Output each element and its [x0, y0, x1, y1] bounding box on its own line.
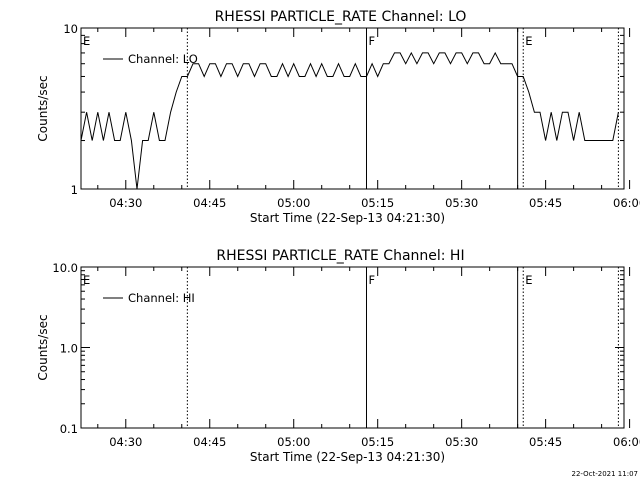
annotation-label: F — [368, 273, 375, 287]
x-axis-label: Start Time (22-Sep-13 04:21:30) — [250, 211, 445, 225]
x-tick-label: 06:00 — [613, 435, 640, 449]
x-tick-label: 04:30 — [109, 435, 142, 449]
y-axis-label: Counts/sec — [36, 314, 50, 380]
x-tick-label: 05:15 — [361, 435, 394, 449]
x-tick-label: 04:30 — [109, 196, 142, 210]
panel-hi: RHESSI PARTICLE_RATE Channel: HI Counts/s… — [36, 248, 640, 464]
x-tick-label: 05:00 — [277, 435, 310, 449]
annotation-label: E — [83, 34, 90, 48]
legend-entry: Channel: LO — [128, 52, 198, 66]
y-tick-label: 10.0 — [52, 261, 78, 275]
x-axis-label: Start Time (22-Sep-13 04:21:30) — [250, 450, 445, 464]
annotation-label: E — [525, 273, 532, 287]
x-tick-label: 05:30 — [445, 196, 478, 210]
panel-lo: RHESSI PARTICLE_RATE Channel: LO Counts/s… — [36, 9, 640, 225]
legend-entry: Channel: HI — [128, 291, 195, 305]
footer-timestamp: 22-Oct-2021 11:07 — [572, 470, 638, 478]
y-tick-label: 1 — [71, 183, 78, 197]
chart-title: RHESSI PARTICLE_RATE Channel: LO — [215, 9, 467, 25]
x-tick-label: 05:45 — [529, 196, 562, 210]
chart-title: RHESSI PARTICLE_RATE Channel: HI — [216, 248, 464, 264]
x-tick-label: 04:45 — [193, 435, 226, 449]
annotation-label: F — [368, 34, 375, 48]
y-axis-label: Counts/sec — [36, 75, 50, 141]
y-tick-label: 0.1 — [60, 422, 78, 436]
annotation-label: E — [525, 34, 532, 48]
x-tick-label: 05:00 — [277, 196, 310, 210]
x-tick-label: 05:15 — [361, 196, 394, 210]
annotation-label: E — [83, 273, 90, 287]
y-tick-label: 1.0 — [60, 342, 78, 356]
x-tick-label: 05:30 — [445, 435, 478, 449]
x-tick-label: 06:00 — [613, 196, 640, 210]
y-tick-label: 10 — [63, 22, 78, 36]
series-line — [80, 51, 619, 190]
x-tick-label: 04:45 — [193, 196, 226, 210]
x-tick-label: 05:45 — [529, 435, 562, 449]
